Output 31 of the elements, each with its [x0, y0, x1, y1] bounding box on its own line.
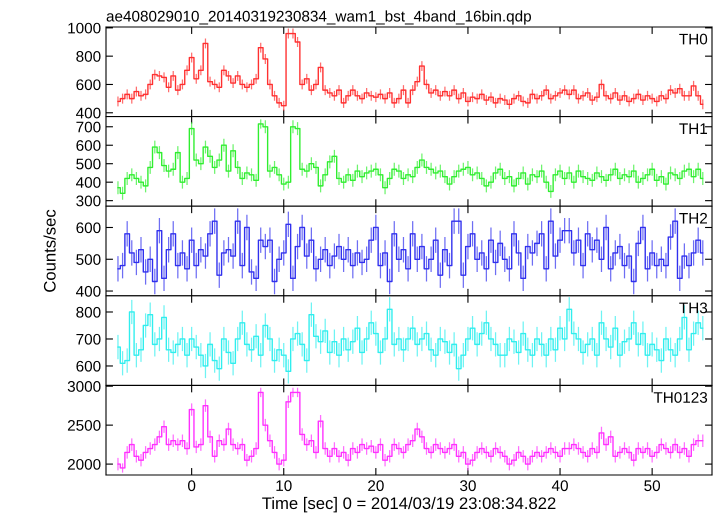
x-tick-label: 0 [188, 480, 196, 492]
y-axis-title: Counts/sec [43, 210, 56, 292]
text: TH0123 [654, 392, 708, 403]
x-tick-label: 10 [276, 480, 292, 492]
y-tick-label: 400 [76, 286, 101, 297]
y-tick-label: 600 [76, 222, 101, 234]
y-tick-label: 800 [76, 306, 101, 318]
chart-title: ae408029010_20140319230834_wam1_bst_4band_16bin.qdp [106, 10, 531, 25]
y-tick-label: 2500 [68, 420, 101, 431]
x-axis-title: Time [sec] 0 = 2014/03/19 23:08:34.822 [262, 496, 556, 512]
y-tick-label: 500 [76, 158, 101, 170]
y-tick-label: 700 [76, 334, 101, 345]
x-tick-label: 40 [552, 480, 568, 492]
x-tick-label: 30 [460, 480, 476, 492]
y-tick-label: 700 [76, 122, 101, 132]
y-tick-label: 800 [76, 51, 101, 62]
text: TH0 [679, 34, 708, 44]
y-tick-label: 300 [76, 196, 101, 206]
y-tick-label: 400 [76, 177, 101, 188]
y-tick-label: 2000 [68, 458, 101, 470]
y-tick-label: 3000 [68, 381, 101, 392]
y-tick-label: 600 [76, 79, 101, 90]
text: TH1 [679, 123, 708, 134]
y-tick-label: 1000 [68, 22, 101, 34]
y-tick-label: 400 [76, 108, 101, 118]
x-tick-label: 20 [368, 480, 384, 492]
y-tick-label: 600 [76, 140, 101, 151]
series-label: TH2 [679, 212, 707, 224]
y-tick-label: 500 [76, 254, 101, 265]
y-tick-label: 600 [76, 360, 101, 372]
x-tick-label: 50 [644, 480, 660, 492]
